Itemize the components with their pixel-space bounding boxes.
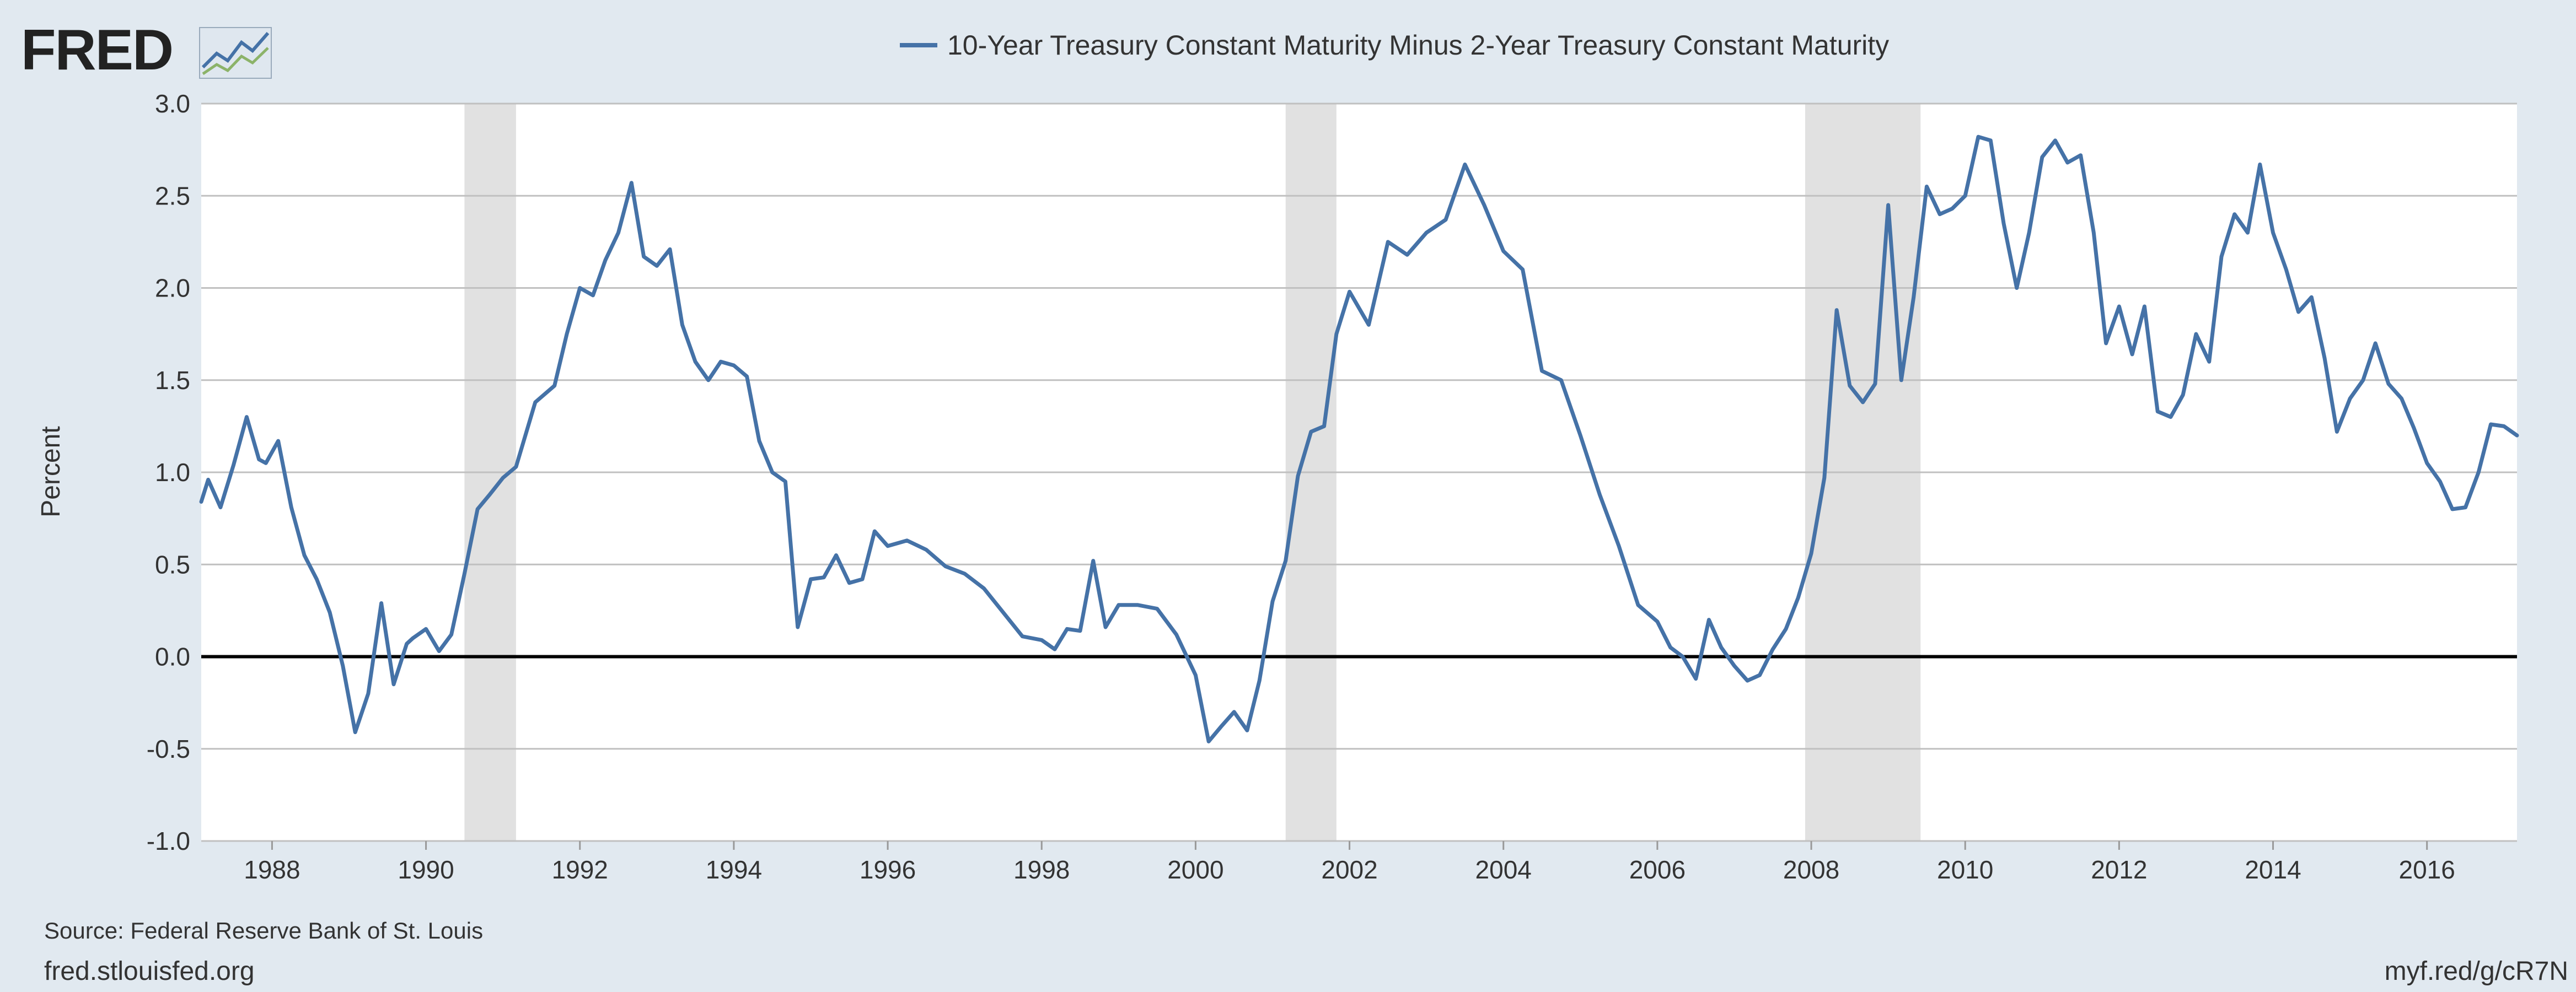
x-tick-label: 2008 [1783, 855, 1839, 884]
y-tick-label: 1.5 [155, 366, 190, 395]
x-tick-label: 1990 [398, 855, 454, 884]
y-tick-label: 2.5 [155, 181, 190, 210]
y-tick-label: 2.0 [155, 274, 190, 303]
y-tick-label: -0.5 [147, 735, 190, 763]
x-tick-label: 2014 [2245, 855, 2301, 884]
chart-line-icon [199, 27, 272, 79]
x-tick-label: 2010 [1937, 855, 1993, 884]
x-tick-label: 1998 [1013, 855, 1070, 884]
x-tick-label: 1996 [860, 855, 916, 884]
series-line-0 [199, 134, 2519, 743]
x-tick-label: 1992 [552, 855, 608, 884]
fred-logo-text: FRED [21, 18, 174, 82]
x-tick-label: 2002 [1321, 855, 1377, 884]
series-layer [199, 134, 2519, 743]
y-tick-label: -1.0 [147, 827, 190, 855]
x-tick-label: 2000 [1167, 855, 1223, 884]
x-tick-label: 2004 [1475, 855, 1532, 884]
grid-lines [201, 103, 2517, 842]
y-axis-ticks: -1.0 -0.5 0.0 0.5 1.0 1.5 2.0 2.5 3.0 [147, 89, 190, 855]
y-axis-label: Percent [36, 426, 66, 517]
y-tick-label: 0.0 [155, 643, 190, 671]
x-tick-label: 1988 [244, 855, 300, 884]
short-link[interactable]: myf.red/g/cR7N [2384, 957, 2568, 986]
legend[interactable]: 10-Year Treasury Constant Maturity Minus… [900, 30, 1889, 61]
source-note: Source: Federal Reserve Bank of St. Loui… [44, 918, 484, 944]
x-axis-ticks: 1988 1990 1992 1994 1996 1998 2000 2002 2004 2006… [244, 841, 2455, 884]
site-link[interactable]: fred.stlouisfed.org [44, 957, 255, 986]
legend-label: 10-Year Treasury Constant Maturity Minus… [947, 30, 1889, 61]
x-tick-label: 2012 [2091, 855, 2147, 884]
x-tick-label: 1994 [706, 855, 762, 884]
x-tick-label: 2016 [2399, 855, 2455, 884]
y-tick-label: 3.0 [155, 89, 190, 118]
y-tick-label: 1.0 [155, 458, 190, 487]
x-tick-label: 2006 [1629, 855, 1686, 884]
y-tick-label: 0.5 [155, 550, 190, 579]
